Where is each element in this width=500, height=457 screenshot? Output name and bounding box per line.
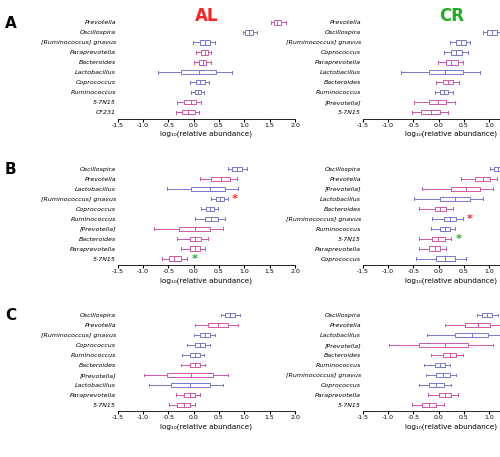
Bar <box>440 197 470 201</box>
Bar <box>246 30 254 35</box>
Bar <box>420 343 468 347</box>
X-axis label: log₁₀(relative abundance): log₁₀(relative abundance) <box>405 131 497 137</box>
Text: CR: CR <box>439 7 464 25</box>
Text: *: * <box>467 213 473 223</box>
Bar <box>442 353 456 357</box>
Bar <box>180 227 210 231</box>
Bar <box>216 197 224 201</box>
X-axis label: log₁₀(relative abundance): log₁₀(relative abundance) <box>160 277 252 283</box>
Bar <box>487 30 497 35</box>
Bar <box>451 50 462 54</box>
X-axis label: log₁₀(relative abundance): log₁₀(relative abundance) <box>405 423 497 430</box>
Bar <box>440 90 448 95</box>
Bar <box>191 186 225 191</box>
Bar <box>465 323 490 327</box>
Bar <box>421 110 440 114</box>
Bar <box>430 246 440 251</box>
Bar <box>440 227 450 231</box>
Bar <box>430 383 444 387</box>
Text: *: * <box>192 254 198 264</box>
Bar <box>198 60 206 64</box>
Bar <box>456 40 466 44</box>
Text: *: * <box>232 194 238 204</box>
Bar <box>190 237 201 241</box>
Bar <box>475 176 490 181</box>
Bar <box>181 70 216 74</box>
Text: B: B <box>5 162 16 177</box>
Bar <box>194 343 204 347</box>
Bar <box>182 110 194 114</box>
Bar <box>434 207 446 211</box>
X-axis label: log₁₀(relative abundance): log₁₀(relative abundance) <box>160 423 252 430</box>
Bar <box>171 383 210 387</box>
Bar <box>436 373 450 377</box>
Bar <box>167 373 213 377</box>
Bar <box>204 217 218 221</box>
Bar <box>422 403 436 407</box>
Bar <box>194 90 200 95</box>
Bar <box>212 176 230 181</box>
Bar <box>451 186 480 191</box>
Bar <box>432 237 444 241</box>
Bar <box>430 70 463 74</box>
Bar <box>455 333 488 337</box>
Bar <box>434 363 444 367</box>
Bar <box>200 40 210 44</box>
Text: A: A <box>5 16 17 31</box>
Bar <box>446 60 458 64</box>
Bar <box>274 21 281 25</box>
Bar <box>196 80 204 85</box>
Bar <box>442 80 453 85</box>
Bar <box>190 363 200 367</box>
Bar <box>208 323 228 327</box>
Bar <box>430 100 446 105</box>
Bar <box>178 403 190 407</box>
Bar <box>190 353 200 357</box>
Bar <box>190 246 200 251</box>
Text: C: C <box>5 308 16 324</box>
Bar <box>438 393 451 397</box>
Bar <box>444 217 456 221</box>
Bar <box>200 333 210 337</box>
Bar <box>201 50 208 54</box>
Text: AL: AL <box>194 7 218 25</box>
Bar <box>225 313 235 317</box>
Bar <box>436 256 455 260</box>
Bar <box>184 100 196 105</box>
Bar <box>232 167 241 171</box>
Bar <box>184 393 194 397</box>
Text: *: * <box>456 234 461 244</box>
Bar <box>494 167 500 171</box>
X-axis label: log₁₀(relative abundance): log₁₀(relative abundance) <box>160 131 252 137</box>
Bar <box>206 207 214 211</box>
Bar <box>169 256 181 260</box>
Bar <box>482 313 492 317</box>
X-axis label: log₁₀(relative abundance): log₁₀(relative abundance) <box>405 277 497 283</box>
